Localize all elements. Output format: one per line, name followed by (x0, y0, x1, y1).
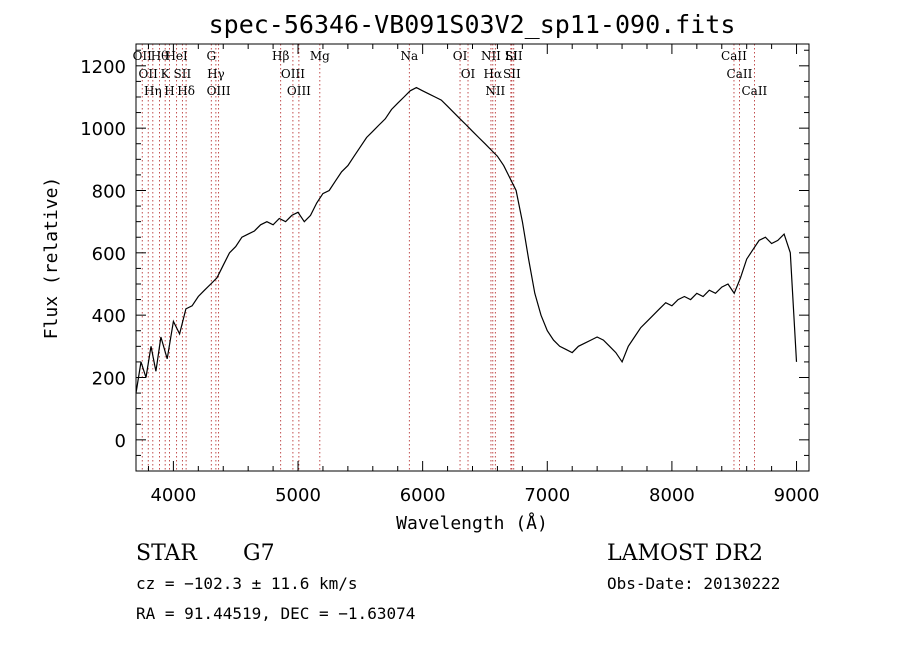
x-tick-label: 4000 (150, 485, 196, 506)
x-axis-label: Wavelength (Å) (396, 512, 548, 534)
spectrum-line (135, 86, 798, 394)
spectral-line-markers (141, 44, 755, 471)
line-marker-label: OIII (207, 84, 231, 98)
line-marker-label: Na (400, 49, 418, 63)
line-marker-label: OI (461, 67, 476, 81)
y-axis-ticks: 0 200 400 600 800 1000 1200 (80, 49, 809, 472)
y-tick-label: 1000 (80, 119, 126, 140)
observation-date: Obs-Date: 20130222 (607, 574, 780, 593)
x-tick-label: 8000 (649, 485, 695, 506)
line-marker-label: Mg (310, 49, 330, 63)
redshift-velocity: cz = −102.3 ± 11.6 km/s (136, 574, 358, 593)
line-marker-label: Hδ (177, 84, 195, 98)
line-marker-label: Li (505, 49, 517, 63)
line-marker-label: H (164, 84, 174, 98)
object-subclass: G7 (243, 541, 275, 566)
spectral-line-labels: OII OII Hη Hθ KH HeI SII Hδ G Hγ OIII Hβ OIII OIII Mg N… (133, 49, 768, 98)
sky-coordinates: RA = 91.44519, DEC = −1.63074 (136, 604, 415, 623)
line-marker-label: CaII (741, 84, 767, 98)
line-marker-label: OII (133, 49, 153, 63)
x-tick-label: 5000 (275, 485, 321, 506)
line-marker-label: OI (453, 49, 468, 63)
line-marker-label: Hα (484, 67, 503, 81)
plot-frame (135, 43, 810, 472)
line-marker-label: G (206, 49, 216, 63)
y-axis-label: Flux (relative) (41, 177, 62, 340)
line-marker-label: OIII (287, 84, 311, 98)
line-marker-label: K (161, 67, 171, 81)
line-marker-label: SII (503, 67, 521, 81)
line-marker-label: NII (485, 84, 505, 98)
x-axis-ticks: 4000 5000 6000 7000 8000 9000 (147, 44, 820, 506)
survey-name: LAMOST DR2 (607, 541, 763, 566)
line-marker-label: Hη (144, 84, 162, 98)
y-tick-label: 400 (92, 306, 126, 327)
chart-title: spec-56346-VB091S03V2_sp11-090.fits (209, 10, 736, 39)
y-tick-label: 800 (92, 181, 126, 202)
line-marker-label: CaII (727, 67, 753, 81)
line-marker-label: OII (139, 67, 159, 81)
y-tick-label: 200 (92, 368, 126, 389)
line-marker-label: CaII (721, 49, 747, 63)
line-marker-label: Hβ (272, 49, 289, 63)
y-tick-label: 600 (92, 244, 126, 265)
y-tick-label: 1200 (80, 57, 126, 78)
line-marker-label: OIII (281, 67, 305, 81)
y-tick-label: 0 (115, 431, 126, 452)
line-marker-label: HeI (165, 49, 188, 63)
x-tick-label: 9000 (774, 485, 820, 506)
line-marker-label: Hγ (207, 67, 225, 81)
x-tick-label: 7000 (524, 485, 570, 506)
line-marker-label: NII (481, 49, 501, 63)
x-tick-label: 6000 (400, 485, 446, 506)
line-marker-label: SII (174, 67, 192, 81)
object-class: STAR (136, 541, 198, 566)
line-marker-label: Hθ (151, 49, 169, 63)
line-marker-label: SII (505, 49, 523, 63)
